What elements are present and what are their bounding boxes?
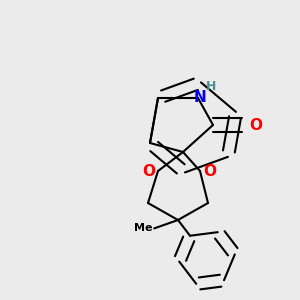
Text: H: H: [206, 80, 216, 92]
Text: N: N: [194, 91, 206, 106]
Text: O: O: [203, 164, 216, 178]
Text: Me: Me: [134, 224, 152, 233]
Text: O: O: [249, 118, 262, 133]
Text: O: O: [142, 164, 155, 178]
